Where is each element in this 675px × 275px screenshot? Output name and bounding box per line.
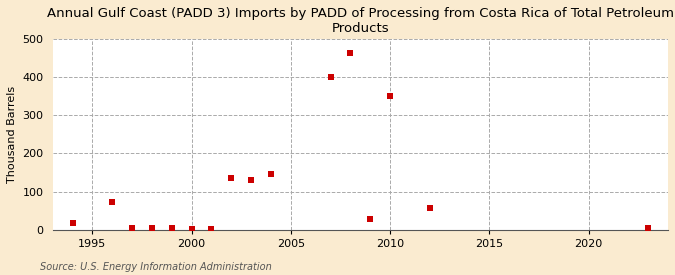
Point (345, 51, 356, 56)
Point (365, 217, 376, 221)
Text: Source: U.S. Energy Information Administration: Source: U.S. Energy Information Administ… (40, 262, 272, 272)
Point (127, 226, 138, 230)
Point (266, 172, 277, 177)
Point (325, 75, 336, 79)
Point (246, 178, 256, 182)
Y-axis label: Thousand Barrels: Thousand Barrels (7, 86, 17, 183)
Point (67, 221, 78, 225)
Title: Annual Gulf Coast (PADD 3) Imports by PADD of Processing from Costa Rica of Tota: Annual Gulf Coast (PADD 3) Imports by PA… (47, 7, 674, 35)
Point (186, 227, 197, 231)
Point (226, 176, 237, 180)
Point (425, 205, 435, 210)
Point (166, 226, 177, 230)
Point (146, 226, 157, 230)
Point (643, 226, 653, 230)
Point (385, 94, 396, 98)
Point (206, 227, 217, 231)
Point (107, 200, 117, 204)
